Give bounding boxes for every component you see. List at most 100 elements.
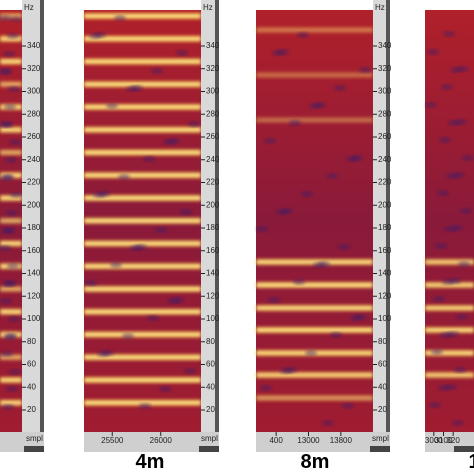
noise xyxy=(93,192,105,198)
y-tick-label: 160 xyxy=(27,246,41,255)
y-tick-label: 100 xyxy=(378,314,392,323)
spectrogram xyxy=(256,10,373,432)
noise xyxy=(305,350,317,356)
noise xyxy=(322,420,334,426)
noise xyxy=(276,209,288,215)
y-tick-label: 80 xyxy=(206,337,215,346)
y-tick-label: 120 xyxy=(206,291,220,300)
y-tick-label: 60 xyxy=(27,360,36,369)
band-core xyxy=(256,118,373,122)
panel-label: 8m xyxy=(301,451,330,473)
noise xyxy=(338,244,350,250)
y-tick-label: 260 xyxy=(206,132,220,141)
band-core xyxy=(84,310,201,313)
noise xyxy=(139,403,151,409)
y-unit: Hz xyxy=(203,3,213,12)
noise xyxy=(350,315,362,321)
noise xyxy=(425,102,437,108)
x-tick-label: 400 xyxy=(269,436,283,445)
y-tick-label: 300 xyxy=(378,87,392,96)
noise xyxy=(122,333,134,339)
x-tick-label: 25500 xyxy=(101,436,124,445)
y-tick-label: 200 xyxy=(206,200,220,209)
x-axis-dark xyxy=(370,446,390,452)
band-core xyxy=(425,306,474,310)
y-tick-label: 340 xyxy=(27,41,41,50)
y-tick-label: 80 xyxy=(27,337,36,346)
noise xyxy=(309,103,321,109)
y-tick-label: 200 xyxy=(27,200,41,209)
band-core xyxy=(84,14,201,18)
band-core xyxy=(256,283,373,287)
y-tick-label: 300 xyxy=(206,87,220,96)
band-core xyxy=(84,83,201,86)
spectrogram xyxy=(425,10,474,432)
y-tick-label: 340 xyxy=(378,41,392,50)
x-axis-dark xyxy=(199,446,219,452)
noise xyxy=(260,385,272,391)
y-tick-label: 140 xyxy=(27,269,41,278)
y-tick-label: 140 xyxy=(378,269,392,278)
x-axis-dark xyxy=(24,446,44,452)
y-tick-label: 300 xyxy=(27,87,41,96)
noise xyxy=(427,49,439,55)
y-tick-label: 260 xyxy=(27,132,41,141)
noise xyxy=(2,228,14,234)
noise xyxy=(130,245,142,251)
band-core xyxy=(84,265,201,268)
y-tick-label: 100 xyxy=(206,314,220,323)
y-tick-label: 20 xyxy=(206,405,215,414)
noise xyxy=(301,191,313,197)
y-tick-label: 20 xyxy=(27,405,36,414)
band-core xyxy=(0,128,22,131)
y-tick-label: 160 xyxy=(378,246,392,255)
band-core xyxy=(256,396,373,400)
noise xyxy=(431,349,443,355)
y-tick-label: 280 xyxy=(378,109,392,118)
x-axis xyxy=(256,432,390,452)
band-core xyxy=(425,328,474,332)
y-tick-label: 240 xyxy=(206,155,220,164)
band-core xyxy=(256,260,373,264)
band-core xyxy=(256,73,373,77)
y-tick-label: 100 xyxy=(27,314,41,323)
noise xyxy=(441,84,453,90)
noise xyxy=(89,33,101,39)
band-core xyxy=(84,37,201,40)
band-core xyxy=(84,196,201,200)
noise xyxy=(118,174,130,180)
y-tick-label: 280 xyxy=(27,109,41,118)
noise xyxy=(297,32,309,38)
noise xyxy=(439,137,451,143)
noise xyxy=(10,192,22,198)
noise xyxy=(167,298,179,304)
panel-label: 1 xyxy=(468,451,474,473)
y-tick-label: 120 xyxy=(27,291,41,300)
x-unit: smpl xyxy=(372,434,389,443)
noise xyxy=(9,369,21,375)
band-core xyxy=(0,356,22,359)
noise xyxy=(313,262,325,268)
y-tick-label: 40 xyxy=(27,382,36,391)
x-unit: smpl xyxy=(26,434,43,443)
band-core xyxy=(84,151,201,154)
ruler xyxy=(22,0,44,432)
x-axis-dark xyxy=(454,446,474,452)
noise xyxy=(458,261,470,267)
ruler-edge xyxy=(386,0,390,432)
noise xyxy=(444,226,456,232)
band-core xyxy=(84,60,201,63)
noise xyxy=(264,138,276,144)
y-tick-label: 320 xyxy=(378,64,392,73)
x-axis xyxy=(84,432,219,452)
band-core xyxy=(0,83,22,86)
noise xyxy=(450,67,462,73)
noise xyxy=(155,227,167,233)
noise xyxy=(442,279,454,285)
noise xyxy=(184,368,196,374)
noise xyxy=(114,15,126,21)
noise xyxy=(268,297,280,303)
band-core xyxy=(0,14,22,18)
band-core xyxy=(84,287,201,291)
